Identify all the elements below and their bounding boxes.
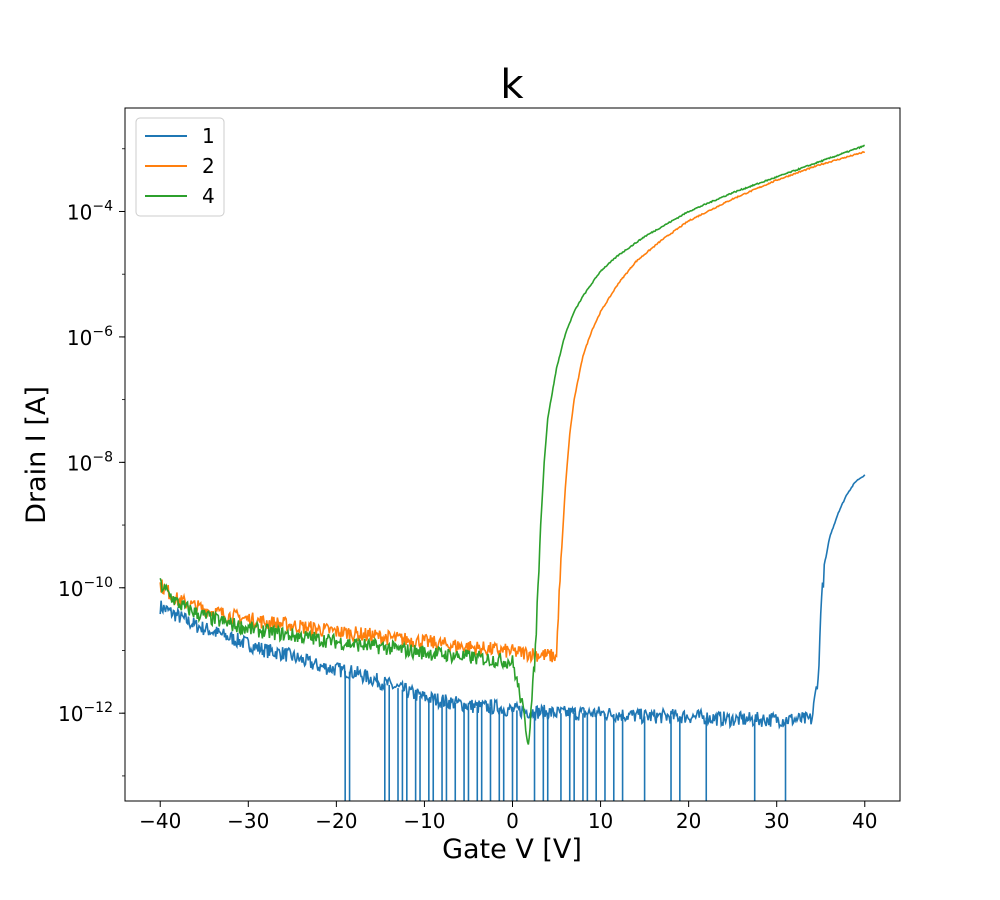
y-tick-label: 10−12 <box>58 700 113 726</box>
y-tick-label: 10−6 <box>67 324 113 350</box>
x-axis: −40 −30 −20 −10 0 10 20 30 40 <box>139 801 877 833</box>
legend-label-2: 2 <box>202 154 215 178</box>
legend-label-1: 1 <box>202 124 215 148</box>
series-line-4 <box>159 144 865 745</box>
series-line-1 <box>159 474 866 730</box>
chart-title: k <box>500 62 524 108</box>
x-tick-label: 0 <box>506 809 519 833</box>
y-axis: 10−12 10−10 10−8 10−6 10−4 <box>58 148 125 777</box>
series-line-2 <box>159 150 865 664</box>
x-tick-label: 30 <box>764 809 789 833</box>
x-axis-label: Gate V [V] <box>442 834 582 865</box>
y-tick-label: 10−4 <box>67 198 113 224</box>
x-tick-label: −40 <box>139 809 181 833</box>
x-tick-label: 20 <box>676 809 701 833</box>
x-tick-label: −30 <box>227 809 269 833</box>
plot-area <box>159 144 866 801</box>
y-axis-label: Drain I [A] <box>21 386 52 524</box>
x-tick-label: −20 <box>315 809 357 833</box>
legend: 1 2 4 <box>135 117 225 217</box>
y-tick-label: 10−8 <box>67 449 113 475</box>
x-tick-label: 10 <box>588 809 613 833</box>
x-tick-label: −10 <box>403 809 445 833</box>
plot-frame <box>124 107 901 802</box>
x-tick-label: 40 <box>852 809 877 833</box>
y-tick-label: 10−10 <box>58 575 113 601</box>
legend-label-4: 4 <box>202 184 215 208</box>
